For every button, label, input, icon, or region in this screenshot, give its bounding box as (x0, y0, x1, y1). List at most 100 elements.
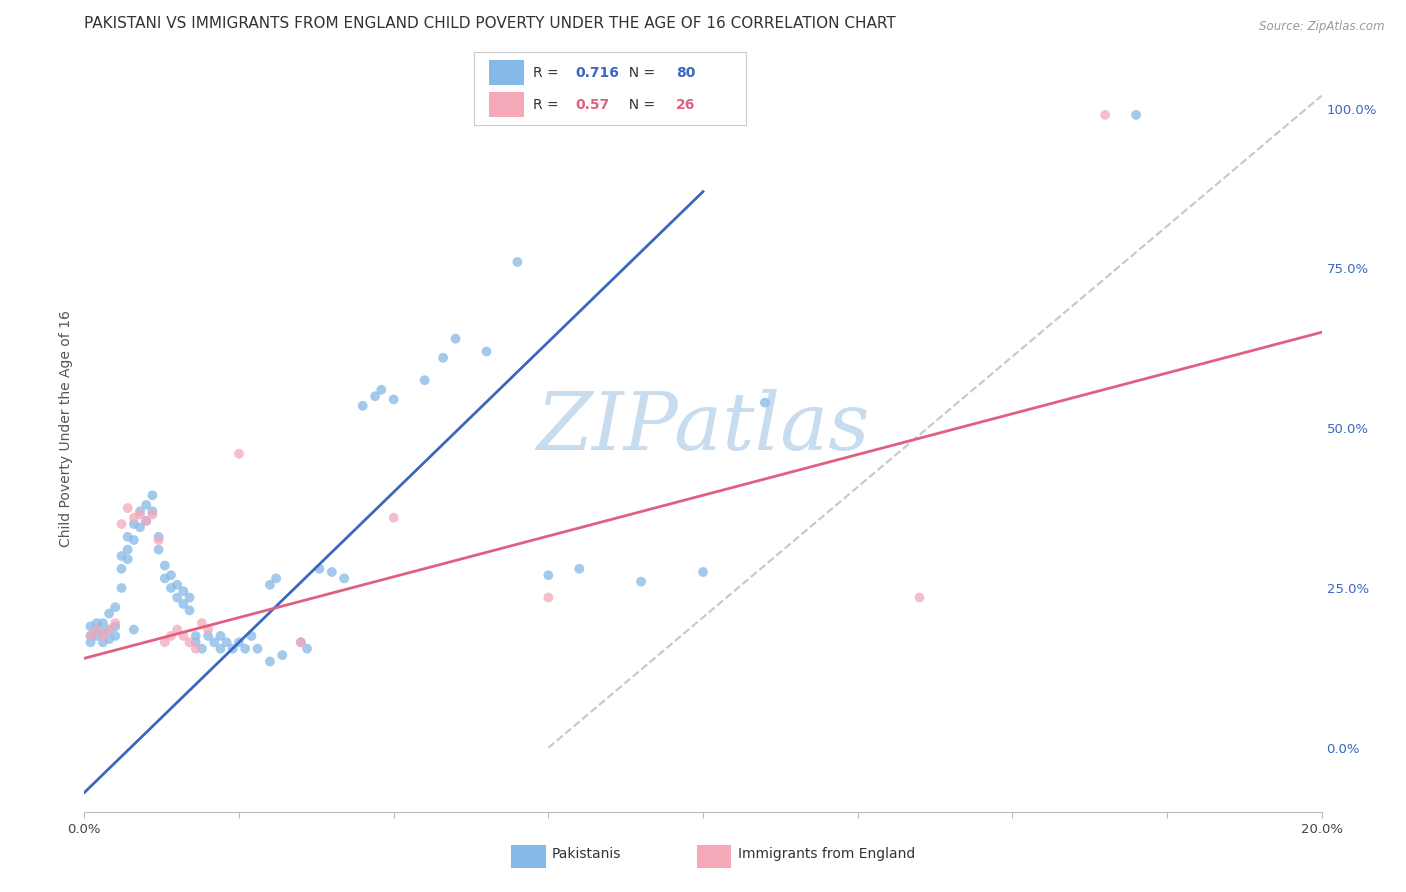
Point (172, 629, 194, 643)
Point (432, 351, 454, 365)
Point (692, 565, 714, 579)
Point (184, 635, 207, 649)
Point (246, 641, 269, 656)
Point (122, 533, 145, 547)
Point (153, 558, 176, 573)
Point (148, 530, 170, 544)
Point (110, 562, 132, 576)
Point (166, 578, 188, 592)
Point (148, 542, 170, 557)
Point (160, 581, 183, 595)
Point (98, 623, 121, 637)
Point (179, 591, 201, 605)
Point (1125, 108, 1147, 122)
Point (91, 616, 114, 631)
Text: 26: 26 (676, 98, 695, 112)
Point (179, 635, 201, 649)
Point (79, 629, 101, 643)
Point (79, 635, 101, 649)
Point (110, 581, 132, 595)
Text: R =: R = (533, 66, 564, 79)
Point (228, 635, 250, 649)
Point (91, 625, 114, 640)
Point (197, 623, 219, 637)
Point (141, 504, 163, 518)
Point (184, 641, 207, 656)
Point (129, 504, 152, 518)
Text: 0.716: 0.716 (575, 66, 620, 79)
Point (754, 395, 776, 409)
Text: 0.57: 0.57 (575, 98, 610, 112)
Point (382, 392, 405, 407)
Text: PAKISTANI VS IMMIGRANTS FROM ENGLAND CHILD POVERTY UNDER THE AGE OF 16 CORRELATI: PAKISTANI VS IMMIGRANTS FROM ENGLAND CHI… (84, 16, 896, 31)
Point (98, 607, 121, 621)
Point (537, 591, 560, 605)
Point (122, 623, 145, 637)
Point (86, 623, 108, 637)
Point (370, 383, 392, 397)
Point (1094, 108, 1116, 122)
Point (215, 635, 238, 649)
Point (122, 510, 145, 524)
Point (129, 520, 152, 534)
Text: Immigrants from England: Immigrants from England (738, 847, 915, 861)
Point (117, 501, 139, 516)
Point (308, 562, 330, 576)
Point (321, 565, 343, 579)
Point (259, 655, 281, 669)
Point (160, 629, 183, 643)
Point (333, 571, 356, 585)
Point (104, 619, 127, 633)
Point (494, 88, 516, 103)
Point (172, 597, 194, 611)
Point (382, 510, 405, 524)
Point (141, 508, 163, 522)
Point (364, 389, 387, 403)
Point (135, 498, 157, 512)
Bar (489, 93, 523, 117)
Point (86, 616, 108, 631)
Point (135, 514, 157, 528)
Point (209, 629, 232, 643)
Text: 80: 80 (676, 66, 695, 79)
Point (117, 530, 139, 544)
Point (91, 629, 114, 643)
Point (153, 635, 176, 649)
Point (91, 635, 114, 649)
Point (264, 571, 287, 585)
Point (475, 344, 498, 359)
Point (117, 552, 139, 566)
Point (129, 508, 152, 522)
Point (104, 616, 127, 631)
Point (166, 591, 188, 605)
Point (160, 568, 183, 582)
Point (352, 399, 374, 413)
Point (184, 629, 207, 643)
Text: N =: N = (620, 98, 659, 112)
Point (86, 629, 108, 643)
Bar (489, 61, 523, 85)
Point (104, 629, 127, 643)
Point (79, 619, 101, 633)
Point (110, 549, 132, 563)
Point (86, 623, 108, 637)
Point (271, 648, 294, 662)
Point (197, 629, 219, 643)
Point (104, 600, 127, 615)
Point (290, 635, 312, 649)
Bar (697, 845, 731, 868)
Point (172, 584, 194, 599)
Point (179, 603, 201, 617)
Point (413, 373, 436, 387)
Bar (512, 845, 546, 868)
Point (568, 562, 591, 576)
Point (141, 488, 163, 502)
Point (166, 623, 188, 637)
Point (233, 641, 256, 656)
Point (630, 574, 652, 589)
Point (135, 514, 157, 528)
Text: ZIPatlas: ZIPatlas (536, 390, 870, 467)
Point (117, 542, 139, 557)
Point (506, 255, 529, 269)
Point (209, 641, 232, 656)
